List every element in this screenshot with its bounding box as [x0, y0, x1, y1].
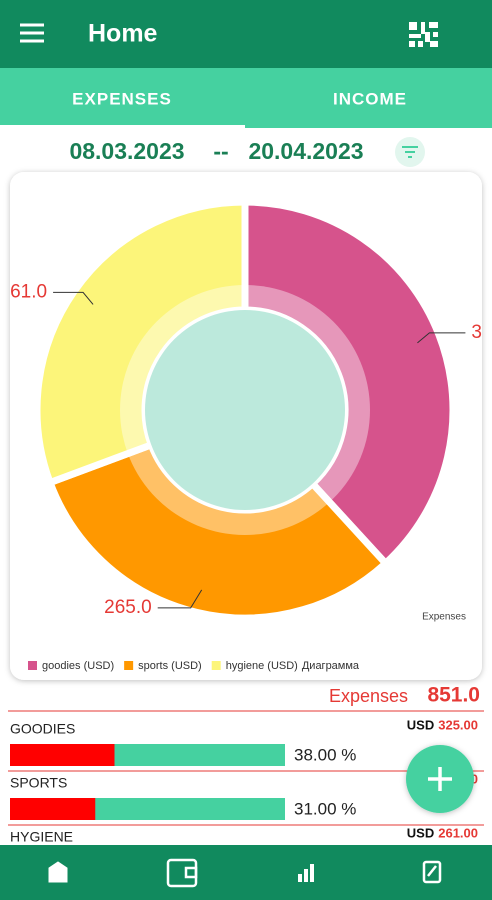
item-amount: 325.00 — [438, 717, 478, 732]
nav-wallet[interactable] — [166, 858, 198, 888]
value-label: 261.0 — [0, 281, 47, 302]
date-separator: -- — [213, 138, 228, 164]
item-amount: 261.00 — [438, 825, 478, 840]
leader-line — [53, 291, 94, 305]
summary-label: Expenses — [329, 686, 408, 706]
filter-button[interactable] — [395, 137, 425, 167]
tab-indicator — [0, 125, 245, 129]
item-name: SPORTS — [10, 775, 67, 791]
date-from[interactable]: 08.03.2023 — [69, 138, 184, 164]
pie-center — [145, 310, 345, 510]
tab[interactable]: INCOME — [333, 89, 407, 108]
progress-bar — [10, 798, 96, 820]
add-button[interactable] — [406, 745, 474, 813]
item-currency: USD — [407, 717, 434, 732]
item-currency: USD — [407, 825, 434, 840]
legend-note: Диаграмма — [302, 660, 360, 672]
legend-label: hygiene (USD) — [226, 660, 298, 672]
bottom-nav — [0, 845, 492, 900]
leader-line — [157, 589, 203, 609]
legend-label: sports (USD) — [138, 660, 202, 672]
date-to[interactable]: 20.04.2023 — [248, 138, 363, 164]
leader-line — [417, 332, 466, 344]
menu-button[interactable] — [20, 23, 44, 43]
item-percent: 38.00 % — [294, 745, 356, 764]
summary-total: 851.0 — [427, 684, 480, 707]
legend-swatch — [28, 661, 37, 670]
progress-bar — [10, 744, 115, 766]
item-name: GOODIES — [10, 721, 75, 737]
legend: goodies (USD) sports (USD) hygiene (USD) Ди… — [28, 660, 360, 672]
legend-label: goodies (USD) — [42, 660, 114, 672]
chart-description: Expenses — [422, 612, 466, 623]
legend-swatch — [211, 661, 221, 670]
qr-button[interactable] — [409, 22, 438, 47]
nav-report[interactable] — [422, 860, 442, 884]
value-label: 265.0 — [104, 597, 152, 618]
value-label: 325.0 — [471, 322, 492, 343]
pie-chart: 325.0 265.0 261.0 — [0, 198, 492, 622]
app-title: Home — [88, 20, 158, 48]
nav-home[interactable] — [48, 861, 68, 883]
item-name: HYGIENE — [10, 829, 73, 845]
item-percent: 31.00 % — [294, 799, 356, 818]
nav-stats[interactable] — [298, 864, 314, 882]
tab-bar — [0, 68, 492, 128]
tab[interactable]: EXPENSES — [72, 89, 172, 108]
legend-swatch — [124, 661, 134, 670]
